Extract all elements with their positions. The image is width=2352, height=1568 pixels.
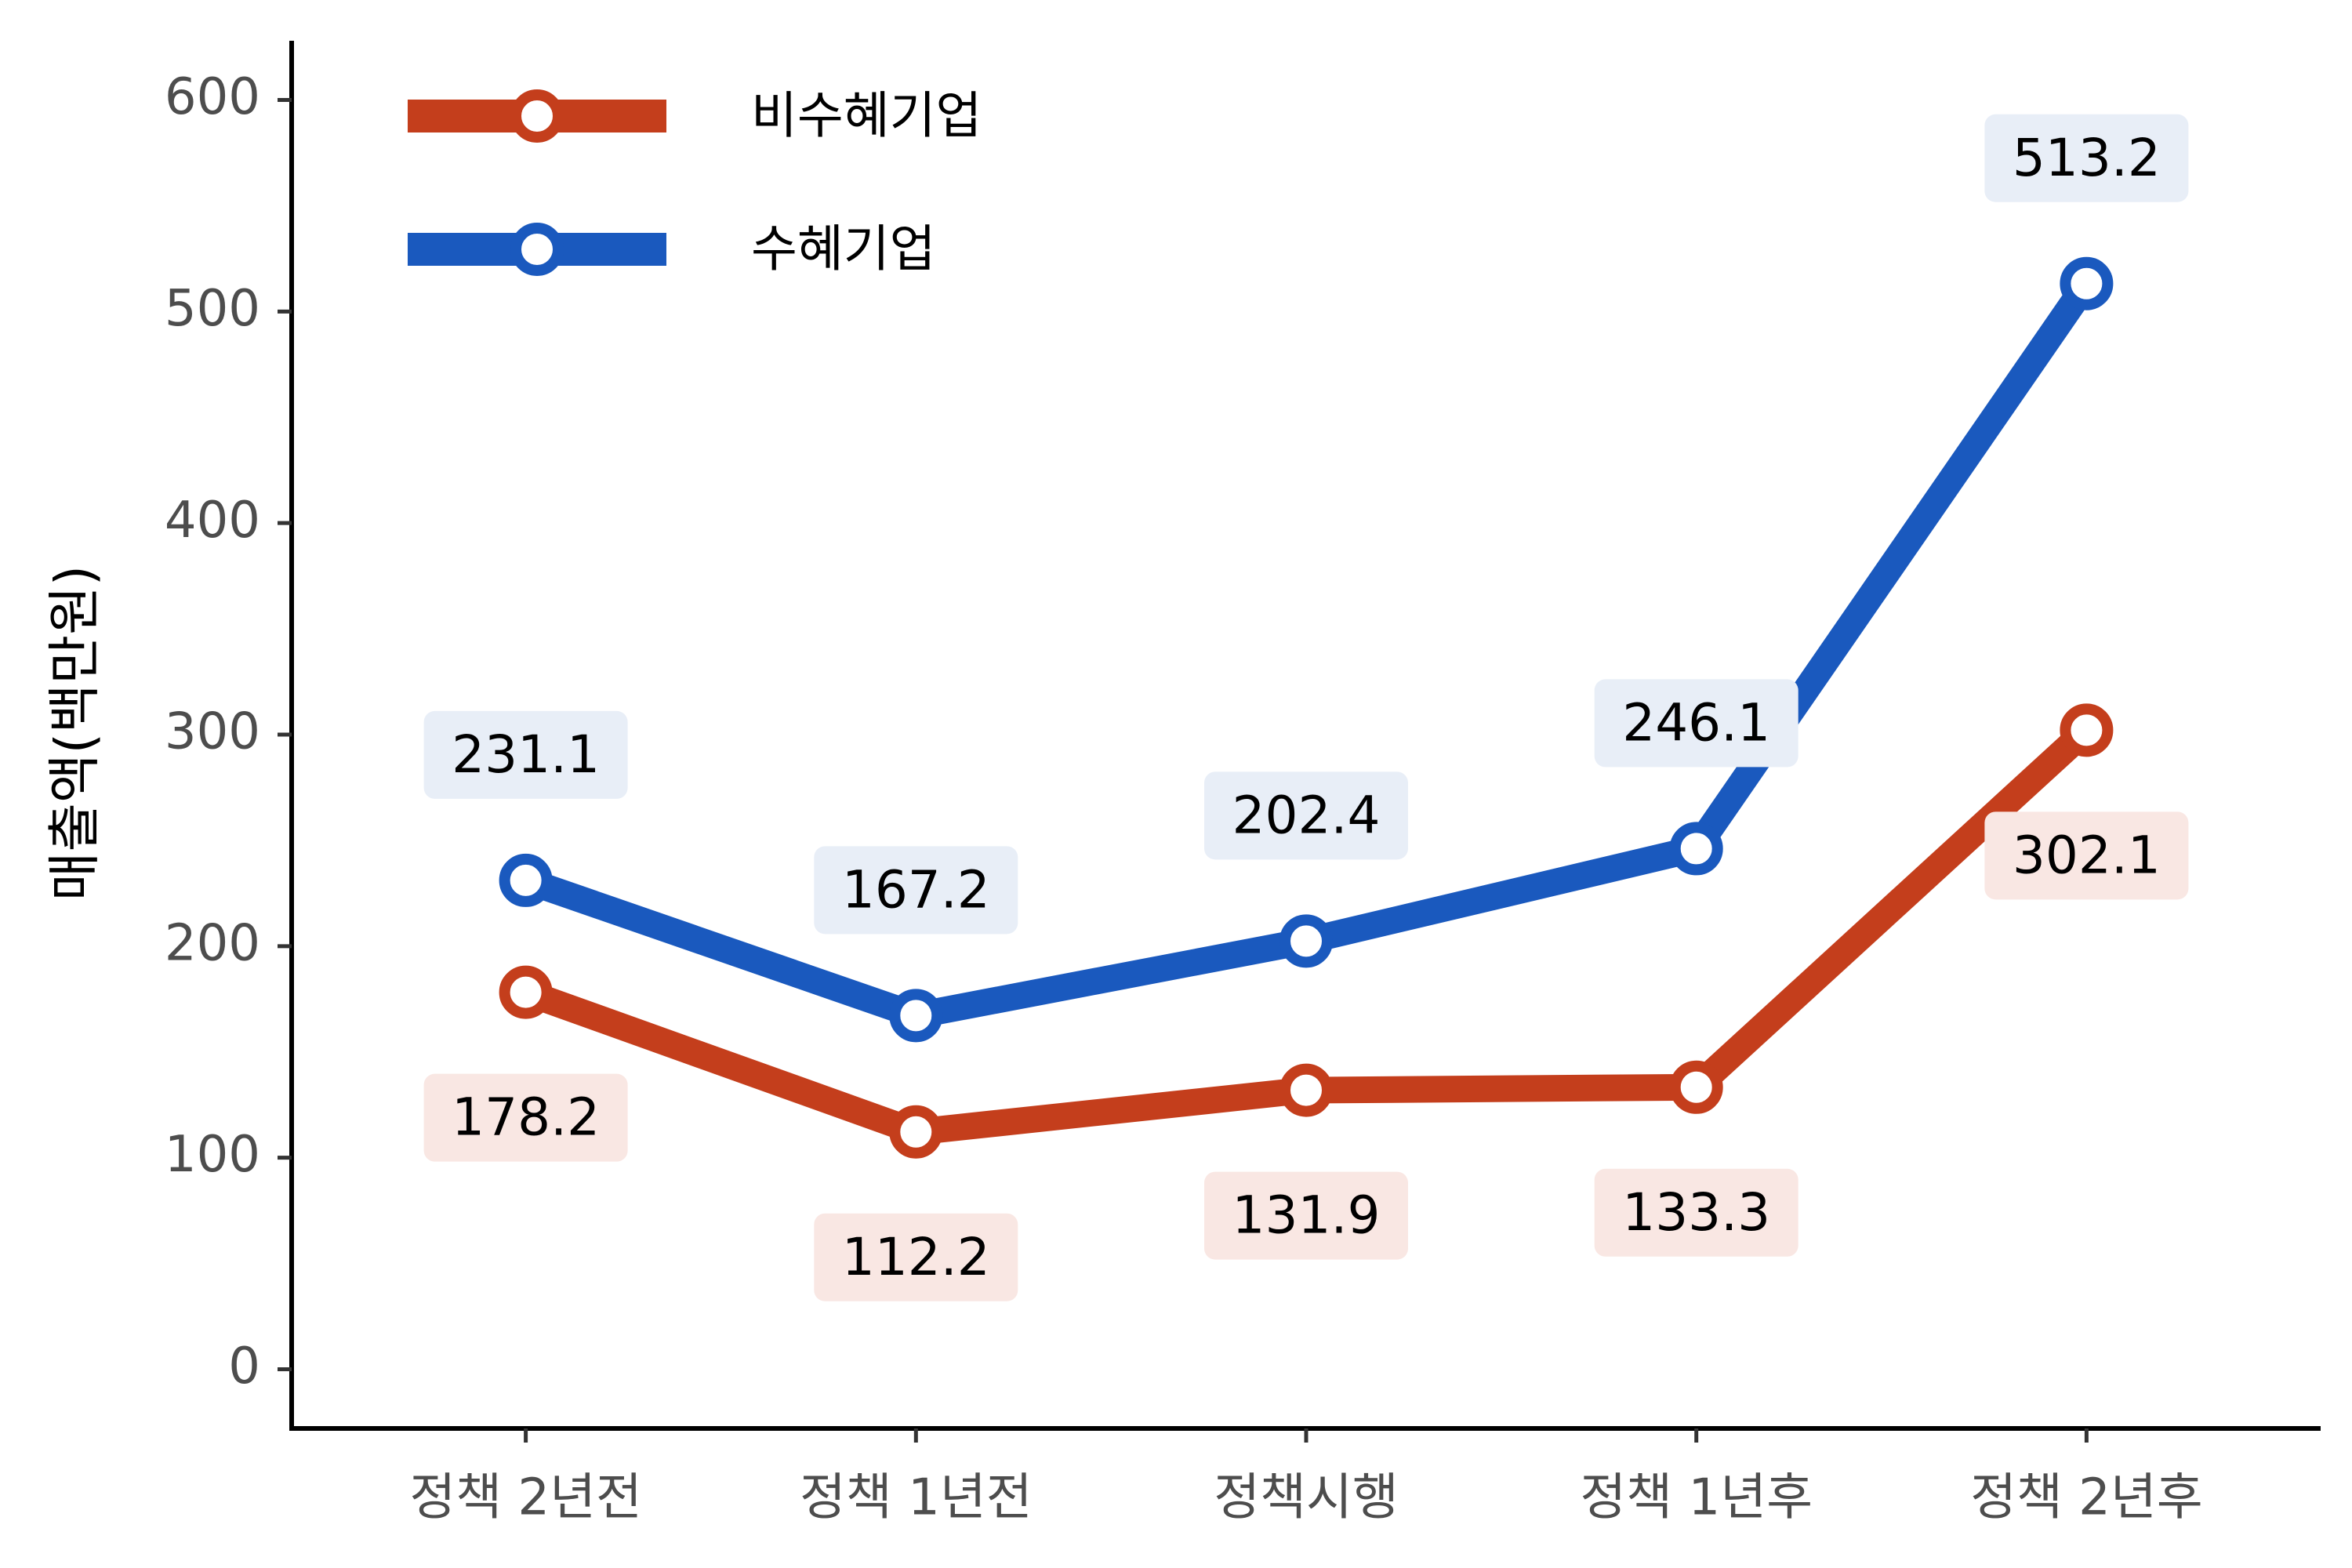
x-tick-label: 정책 1년전	[800, 1469, 1033, 1527]
data-label: 178.2	[452, 1087, 600, 1148]
data-label: 112.2	[842, 1227, 990, 1287]
data-label: 246.1	[1622, 692, 1770, 753]
series-point	[2060, 703, 2114, 757]
y-tick-label: 500	[165, 280, 260, 338]
series-layer	[499, 256, 2114, 1159]
legend-label: 수혜기업	[751, 221, 936, 279]
series-line	[512, 270, 2100, 1029]
data-label-box	[1594, 1168, 1798, 1257]
data-label-box	[814, 1213, 1018, 1301]
data-label-box	[1204, 1171, 1408, 1260]
series-point	[2060, 256, 2114, 310]
legend-label: 비수혜기업	[751, 88, 982, 146]
data-label: 202.4	[1232, 785, 1381, 845]
data-label: 131.9	[1232, 1185, 1381, 1246]
legend-swatch-marker	[510, 89, 564, 143]
x-tick-label: 정책 2년전	[409, 1469, 642, 1527]
y-tick-label: 0	[228, 1338, 260, 1396]
legend-swatch-marker	[510, 223, 564, 276]
data-label-box	[1594, 679, 1798, 768]
series-point	[499, 853, 553, 907]
data-label-box	[1204, 771, 1408, 860]
series-point	[1669, 822, 1723, 876]
y-tick-label: 200	[165, 914, 260, 972]
data-label-box	[423, 710, 628, 799]
x-tick-label: 정책 1년후	[1580, 1469, 1813, 1527]
series-point	[1669, 1060, 1723, 1114]
x-tick-label: 정책 2년후	[1970, 1469, 2203, 1527]
x-tick-label: 정책시행	[1214, 1469, 1399, 1527]
y-tick-label: 300	[165, 703, 260, 761]
data-label: 167.2	[842, 859, 990, 920]
data-labels: 178.2 112.2 131.9 133.3 302.1 231.1 167.2 202.4…	[423, 114, 2189, 1301]
data-label-box	[423, 1073, 628, 1162]
data-label: 302.1	[2013, 825, 2161, 885]
data-label-box	[1984, 114, 2189, 202]
data-label: 513.2	[2013, 128, 2161, 188]
series-point	[889, 1105, 943, 1159]
series-point	[889, 989, 943, 1043]
data-label: 133.3	[1622, 1182, 1770, 1243]
y-tick-label: 600	[165, 68, 260, 126]
y-axis-ticks: 0 100 200 300 400 500 600	[165, 68, 292, 1396]
y-tick-label: 100	[165, 1126, 260, 1184]
series-point	[499, 965, 553, 1019]
series-point	[1279, 1063, 1333, 1117]
data-label-box	[814, 846, 1018, 935]
data-label-box	[1984, 811, 2189, 900]
x-axis-ticks: 정책 2년전 정책 1년전 정책시행 정책 1년후 정책 2년후	[409, 1428, 2203, 1527]
y-axis-title: 매출액(백만원)	[45, 565, 107, 901]
series-point	[1279, 914, 1333, 968]
data-label: 231.1	[452, 724, 600, 785]
y-tick-label: 400	[165, 492, 260, 550]
